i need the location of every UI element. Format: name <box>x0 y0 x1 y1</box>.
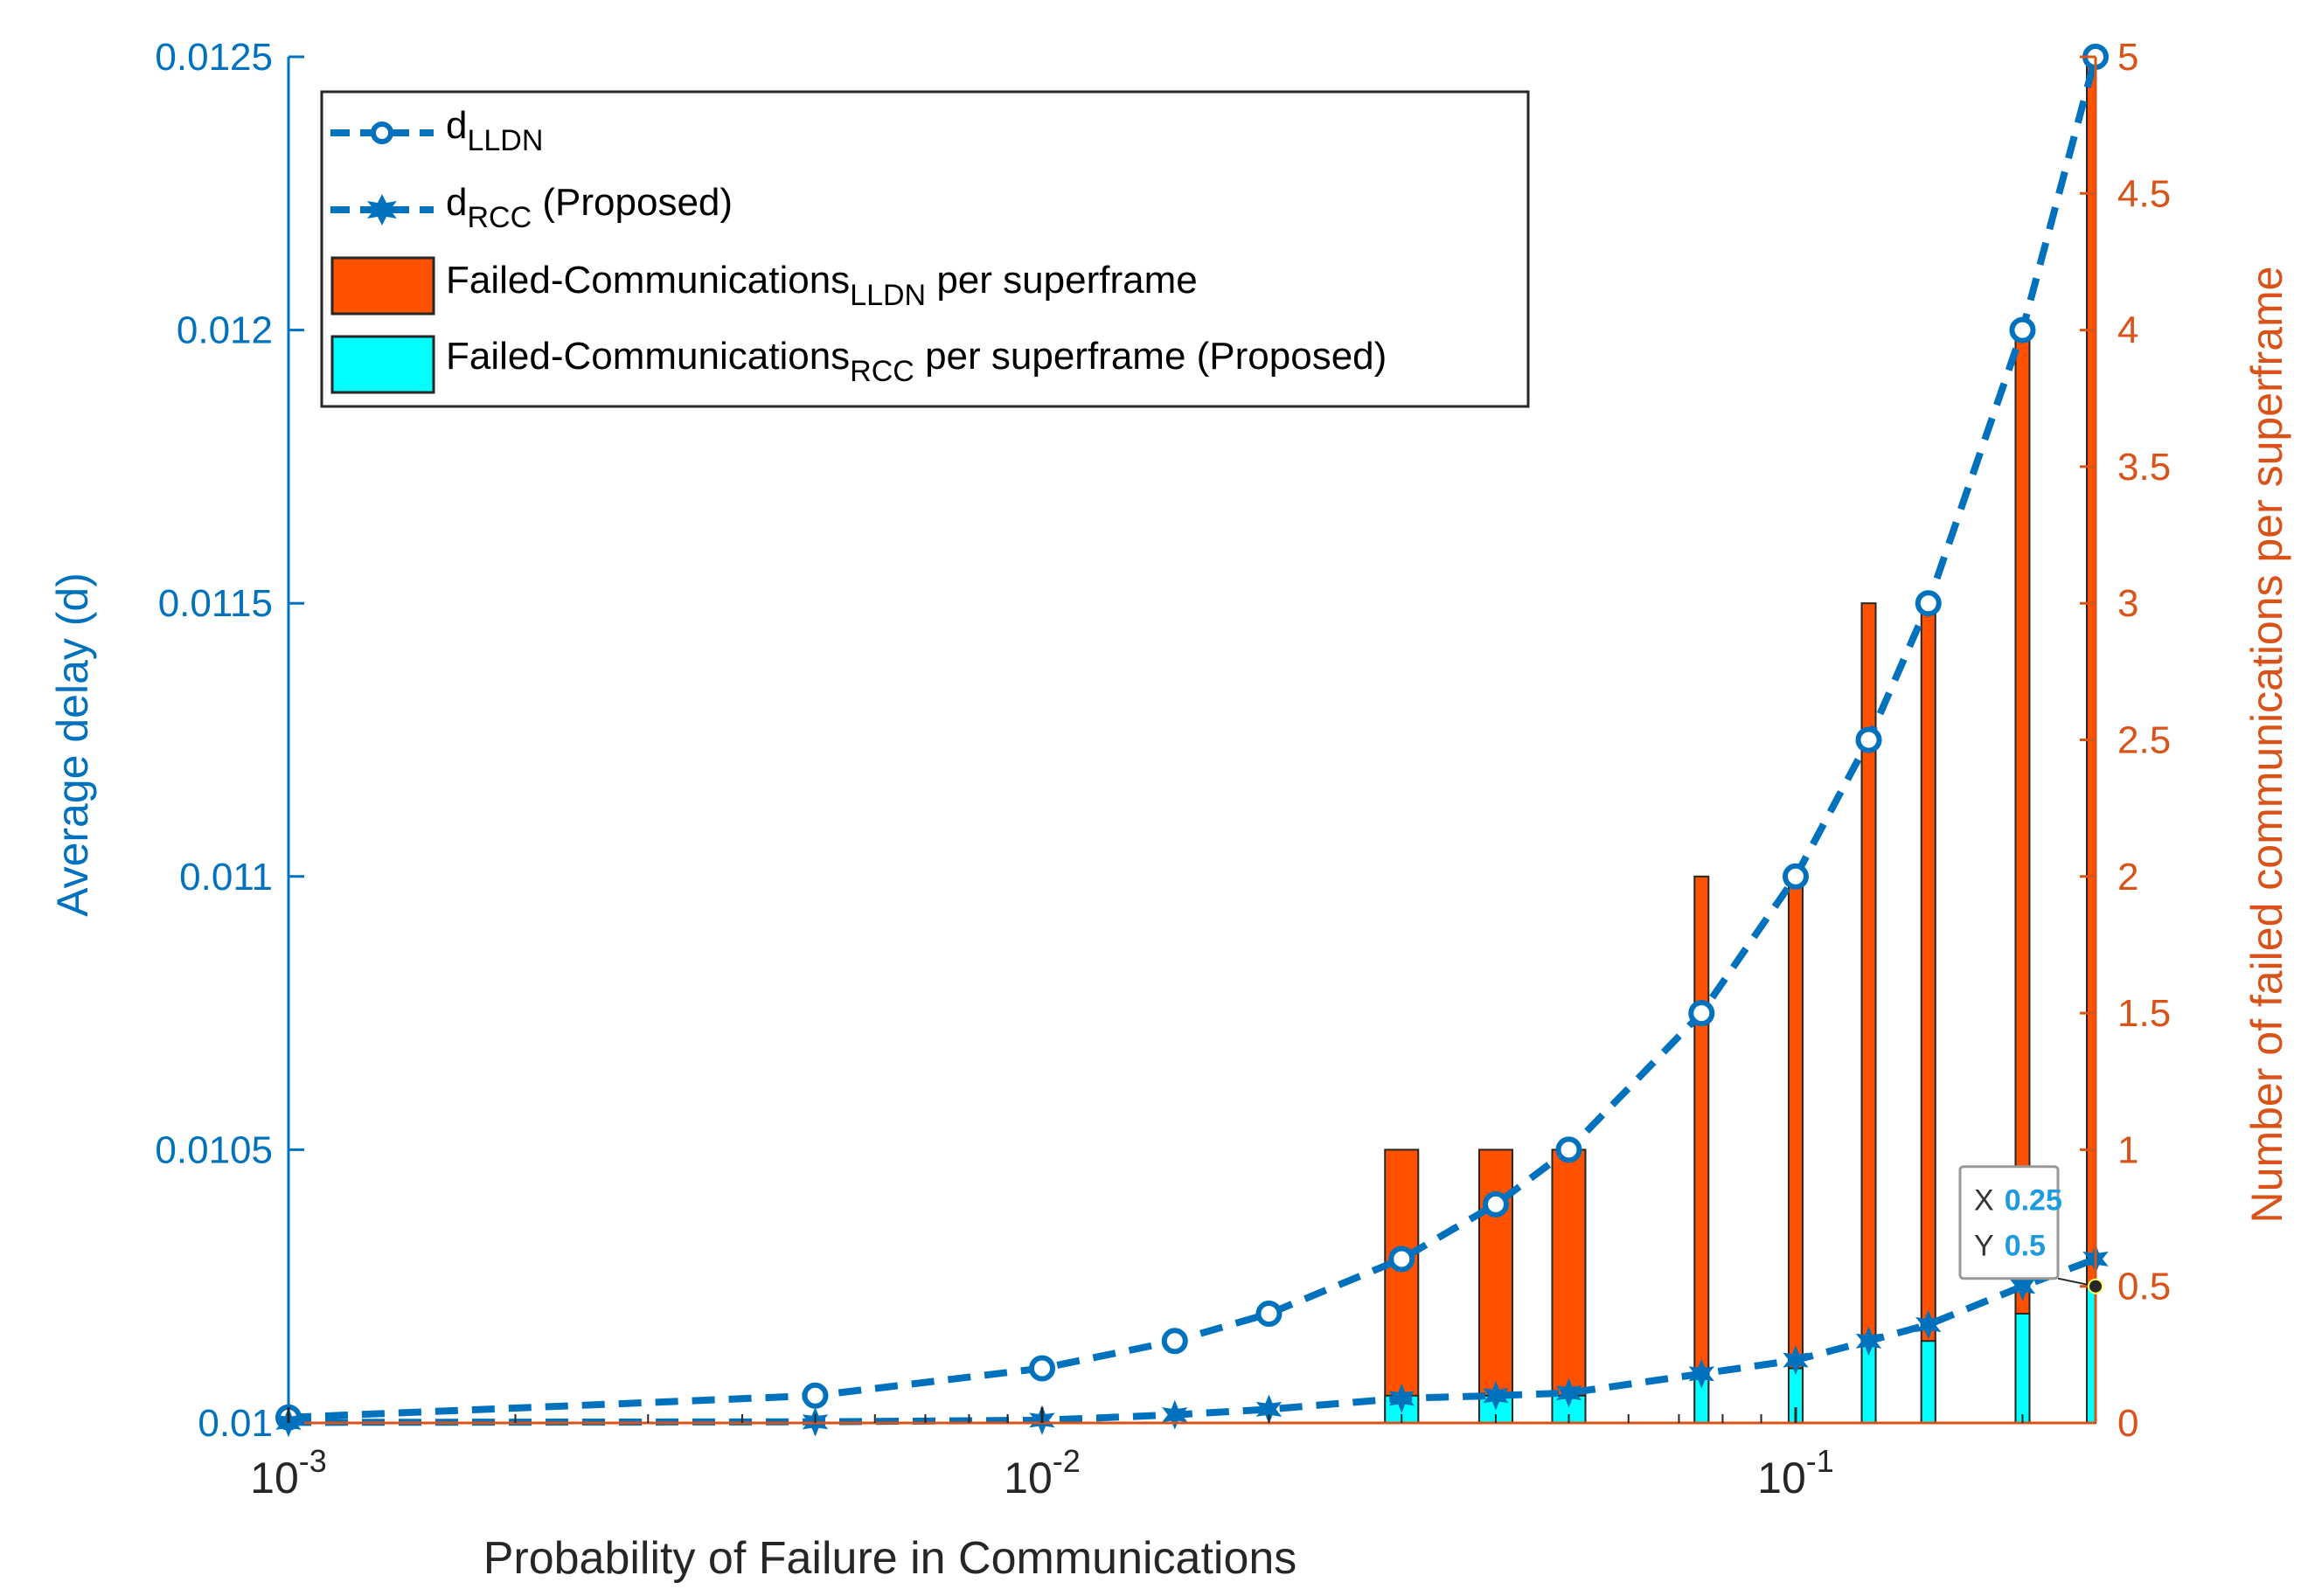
star-marker-icon <box>367 194 397 226</box>
series-line-d-lldn[interactable] <box>288 55 2099 1421</box>
bar-lldn[interactable] <box>1787 875 1804 1424</box>
right-tick-label: 2 <box>2117 856 2138 899</box>
datatip-box <box>1958 1165 2060 1280</box>
legend-label-failed-lldn: Failed-CommunicationsLLDN per superframe <box>446 259 1198 312</box>
legend: dLLDN dRCC (Proposed) Failed-Communicati… <box>320 90 1530 408</box>
right-axis-label: Number of failed communications per supe… <box>2242 267 2291 1224</box>
legend-swatch-failed-rcc <box>330 335 435 394</box>
point-d-lldn[interactable] <box>1388 1246 1415 1273</box>
series-line-d-rcc[interactable] <box>288 1255 2097 1426</box>
legend-entry-d-rcc[interactable]: dRCC (Proposed) <box>330 181 733 234</box>
legend-label-d-rcc: dRCC (Proposed) <box>446 181 733 234</box>
legend-label-failed-rcc: Failed-CommunicationsRCC per superframe … <box>446 335 1387 388</box>
legend-entry-failed-rcc[interactable]: Failed-CommunicationsRCC per superframe … <box>330 335 1387 394</box>
point-d-rcc[interactable] <box>2009 1271 2036 1301</box>
left-axis-label: Average delay (d) <box>48 572 97 917</box>
right-tick-label: 2.5 <box>2117 719 2171 762</box>
point-d-rcc[interactable] <box>1483 1380 1509 1411</box>
x-tick-label: 10-3 <box>250 1443 327 1502</box>
circle-marker-icon <box>371 121 393 144</box>
left-tick-label: 0.0115 <box>158 582 273 625</box>
right-tick-label: 5 <box>2117 36 2138 79</box>
point-d-rcc[interactable] <box>1783 1345 1809 1376</box>
bar-lldn[interactable] <box>1384 1148 1420 1425</box>
right-tick-label: 4.5 <box>2117 172 2171 215</box>
point-d-lldn[interactable] <box>1855 726 1882 753</box>
bar-lldn[interactable] <box>1920 602 1936 1424</box>
bar-lldn[interactable] <box>1860 602 1877 1424</box>
point-d-rcc[interactable] <box>1688 1358 1714 1389</box>
point-d-lldn[interactable] <box>1161 1328 1188 1355</box>
right-tick-label: 3.5 <box>2117 446 2171 489</box>
point-d-lldn[interactable] <box>1915 590 1942 617</box>
point-d-lldn[interactable] <box>1782 863 1809 890</box>
point-d-rcc[interactable] <box>1388 1383 1415 1413</box>
bar-lldn[interactable] <box>1693 875 1710 1424</box>
point-d-rcc[interactable] <box>1255 1394 1283 1425</box>
legend-entry-failed-lldn[interactable]: Failed-CommunicationsLLDN per superframe <box>330 256 1198 316</box>
point-d-lldn[interactable] <box>1688 1000 1715 1027</box>
datatip[interactable]: X 0.25 Y 0.5 <box>1958 1165 2103 1294</box>
point-d-rcc[interactable] <box>1555 1377 1582 1408</box>
right-tick-label: 1.5 <box>2117 992 2171 1035</box>
point-d-lldn[interactable] <box>802 1382 829 1409</box>
datatip-y: Y 0.5 <box>1974 1230 2046 1263</box>
point-d-lldn[interactable] <box>1255 1300 1283 1327</box>
left-tick-label: 0.0125 <box>155 36 273 79</box>
bar-rcc[interactable] <box>1920 1340 1936 1424</box>
axes: 0.01 0.0105 0.011 0.0115 0.012 0.0125 0 0.5 1 1.5… <box>155 36 2171 1502</box>
datatip-x: X 0.25 <box>1974 1184 2062 1218</box>
left-tick-label: 0.0105 <box>155 1128 273 1171</box>
x-tick-label: 10-1 <box>1757 1443 1834 1502</box>
right-tick-label: 0.5 <box>2117 1266 2171 1308</box>
right-tick-label: 3 <box>2117 582 2138 625</box>
legend-swatch-failed-lldn <box>330 256 435 316</box>
left-tick-label: 0.011 <box>179 856 273 899</box>
legend-entry-d-lldn[interactable]: dLLDN <box>330 104 543 157</box>
left-tick-label: 0.012 <box>177 309 273 352</box>
point-d-lldn[interactable] <box>2009 316 2036 343</box>
point-d-rcc[interactable] <box>1162 1399 1188 1430</box>
legend-box <box>320 90 1530 408</box>
point-d-rcc[interactable] <box>1915 1309 1942 1340</box>
point-d-lldn[interactable] <box>1028 1355 1055 1382</box>
right-tick-label: 0 <box>2117 1402 2138 1445</box>
point-d-lldn[interactable] <box>1555 1136 1582 1163</box>
datatip-point <box>2088 1278 2103 1294</box>
legend-label-d-lldn: dLLDN <box>446 104 543 157</box>
bar-rcc[interactable] <box>2014 1312 2031 1424</box>
point-d-lldn[interactable] <box>1482 1190 1509 1218</box>
left-tick-label: 0.01 <box>198 1402 273 1445</box>
point-d-rcc[interactable] <box>1855 1326 1882 1357</box>
right-tick-label: 1 <box>2117 1128 2138 1171</box>
x-tick-label: 10-2 <box>1004 1443 1081 1502</box>
right-tick-label: 4 <box>2117 309 2138 352</box>
x-axis-label: Probability of Failure in Communications <box>483 1533 1297 1584</box>
